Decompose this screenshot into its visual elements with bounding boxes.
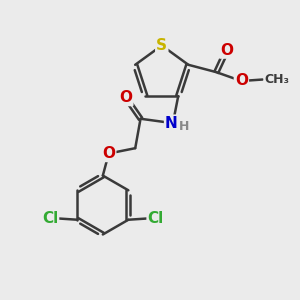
Text: O: O <box>102 146 115 161</box>
Text: H: H <box>179 120 189 133</box>
Text: CH₃: CH₃ <box>264 73 289 86</box>
Text: O: O <box>235 74 248 88</box>
Text: S: S <box>156 38 167 53</box>
Text: O: O <box>220 43 233 58</box>
Text: N: N <box>165 116 178 131</box>
Text: Cl: Cl <box>148 211 164 226</box>
Text: Cl: Cl <box>42 211 58 226</box>
Text: O: O <box>119 90 132 105</box>
